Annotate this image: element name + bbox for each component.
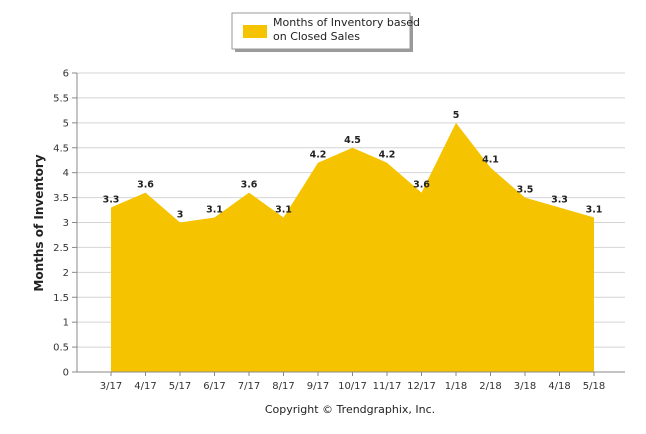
y-tick-label: 2.5	[53, 243, 69, 254]
data-label: 3.6	[241, 180, 258, 191]
x-tick-label: 2/18	[479, 381, 501, 392]
data-label: 3.6	[137, 180, 154, 191]
data-label: 3.1	[586, 205, 603, 216]
y-axis-tick-labels: 0 0.5 1 1.5 2 2.5 3 3.5 4 4.5 5 5.5 6	[53, 69, 69, 379]
x-tick-label: 1/18	[445, 381, 467, 392]
data-label: 4.5	[344, 135, 361, 146]
x-tick-label: 10/17	[338, 381, 367, 392]
legend: Months of Inventory based on Closed Sale…	[231, 12, 420, 52]
y-axis-title: Months of Inventory	[32, 154, 46, 291]
data-label: 3.3	[551, 195, 568, 206]
x-tick-label: 9/17	[307, 381, 329, 392]
data-label: 3.1	[275, 205, 292, 216]
y-tick-label: 4	[63, 168, 69, 179]
data-label: 3	[177, 210, 184, 221]
data-label: 5	[453, 110, 460, 121]
x-tick-label: 6/17	[203, 381, 225, 392]
y-tick-label: 2	[63, 268, 69, 279]
legend-label-line-2: on Closed Sales	[273, 30, 360, 43]
data-label: 3.5	[517, 185, 534, 196]
data-label: 3.1	[206, 205, 223, 216]
x-tick-label: 3/18	[514, 381, 536, 392]
x-tick-label: 7/17	[238, 381, 260, 392]
legend-swatch	[243, 25, 267, 38]
x-tick-label: 8/17	[272, 381, 294, 392]
data-label: 4.2	[379, 150, 396, 161]
y-tick-label: 1.5	[53, 293, 69, 304]
y-tick-label: 1	[63, 318, 69, 329]
x-tick-label: 12/17	[407, 381, 436, 392]
x-tick-label: 5/17	[169, 381, 191, 392]
y-tick-label: 6	[63, 69, 69, 80]
data-label: 3.6	[413, 180, 430, 191]
y-tick-label: 3.5	[53, 193, 69, 204]
data-labels: 3.3 3.6 3 3.1 3.6 3.1 4.2 4.5 4.2 3.6 5 4.1 3.5 3.3 3.…	[103, 110, 603, 221]
x-tick-label: 5/18	[583, 381, 605, 392]
y-tick-label: 5.5	[53, 93, 69, 104]
data-label: 3.3	[103, 195, 120, 206]
y-tick-label: 4.5	[53, 143, 69, 154]
axes	[76, 73, 625, 376]
x-tick-label: 3/17	[100, 381, 122, 392]
data-label: 4.1	[482, 155, 499, 166]
area-series-months-of-inventory	[111, 122, 594, 372]
y-tick-label: 5	[63, 118, 69, 129]
copyright-text: Copyright © Trendgraphix, Inc.	[265, 403, 435, 416]
x-tick-label: 4/18	[548, 381, 570, 392]
x-axis-tick-labels: 3/17 4/17 5/17 6/17 7/17 8/17 9/17 10/17 11/17 12…	[100, 381, 605, 392]
y-tick-label: 0.5	[53, 343, 69, 354]
y-tick-label: 0	[63, 368, 69, 379]
x-tick-label: 11/17	[373, 381, 402, 392]
y-tick-label: 3	[63, 218, 69, 229]
x-tick-label: 4/17	[134, 381, 156, 392]
legend-label-line-1: Months of Inventory based	[273, 16, 420, 29]
data-label: 4.2	[310, 150, 327, 161]
